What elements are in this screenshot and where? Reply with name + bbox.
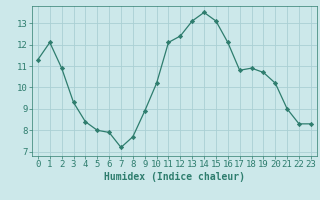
X-axis label: Humidex (Indice chaleur): Humidex (Indice chaleur) bbox=[104, 172, 245, 182]
